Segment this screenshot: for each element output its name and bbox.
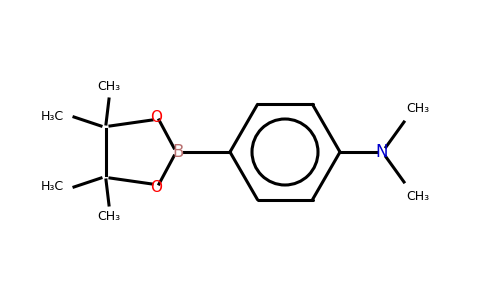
- Text: CH₃: CH₃: [407, 101, 430, 115]
- Text: O: O: [150, 179, 162, 194]
- Text: CH₃: CH₃: [97, 80, 121, 94]
- Text: CH₃: CH₃: [97, 211, 121, 224]
- Text: N: N: [376, 143, 388, 161]
- Text: O: O: [150, 110, 162, 124]
- Text: B: B: [172, 143, 184, 161]
- Text: H₃C: H₃C: [41, 181, 63, 194]
- Text: CH₃: CH₃: [407, 190, 430, 202]
- Text: H₃C: H₃C: [41, 110, 63, 124]
